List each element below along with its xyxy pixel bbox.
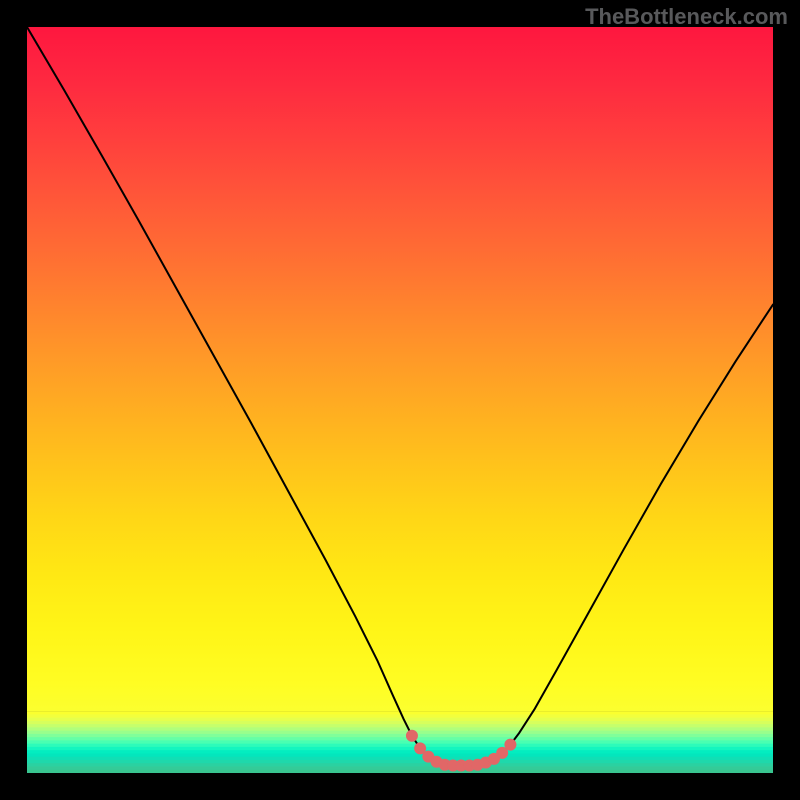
curve-marker: [504, 739, 516, 751]
plot-svg: [27, 27, 773, 773]
gradient-top-band: [27, 27, 773, 711]
watermark-text: TheBottleneck.com: [585, 4, 788, 30]
plot-area: [27, 27, 773, 773]
gradient-stripe: [27, 770, 773, 773]
curve-marker: [406, 730, 418, 742]
chart-frame: TheBottleneck.com: [0, 0, 800, 800]
